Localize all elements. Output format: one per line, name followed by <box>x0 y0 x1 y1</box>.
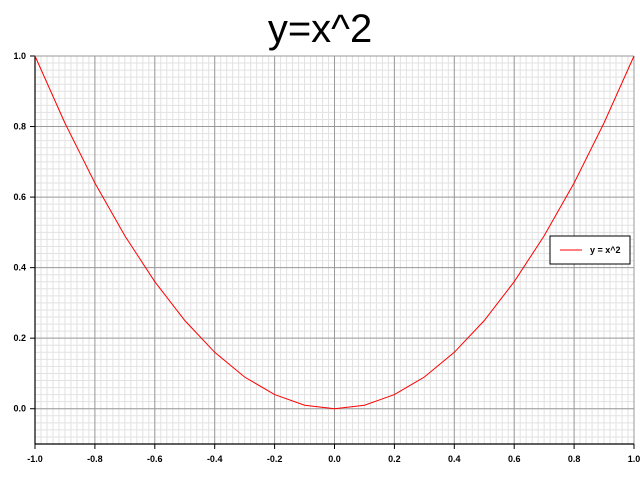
x-tick-label: 0.0 <box>328 454 341 464</box>
y-tick-label: 0.6 <box>13 192 26 202</box>
legend-label: y = x^2 <box>590 245 621 255</box>
x-tick-label: -1.0 <box>27 454 43 464</box>
x-tick-label: -0.8 <box>87 454 103 464</box>
x-tick-label: 0.8 <box>568 454 581 464</box>
series-line <box>34 55 635 410</box>
x-tick-label: 0.4 <box>448 454 461 464</box>
y-tick-label: 0.0 <box>13 404 26 414</box>
y-tick-label: 0.4 <box>13 263 26 273</box>
chart-title: y=x^2 <box>267 7 373 51</box>
x-tick-label: 0.6 <box>508 454 521 464</box>
y-tick-label: 1.0 <box>13 51 26 61</box>
y-tick-label: 0.2 <box>13 333 26 343</box>
x-tick-label: 1.0 <box>628 454 640 464</box>
y-axis-ticks: 0.0 0.2 0.4 0.6 0.8 1.0 <box>13 51 35 414</box>
major-grid <box>34 55 635 444</box>
y-tick-label: 0.8 <box>13 122 26 132</box>
x-tick-label: -0.6 <box>147 454 163 464</box>
series-layer <box>34 55 635 410</box>
x-tick-label: 0.2 <box>388 454 401 464</box>
x-tick-label: -0.2 <box>267 454 283 464</box>
legend: y = x^2 <box>549 235 631 265</box>
x-axis-ticks: -1.0 -0.8 -0.6 -0.4 -0.2 0.0 0.2 0.4 0.6 0.8 1.0 <box>27 444 640 464</box>
x-tick-label: -0.4 <box>207 454 223 464</box>
